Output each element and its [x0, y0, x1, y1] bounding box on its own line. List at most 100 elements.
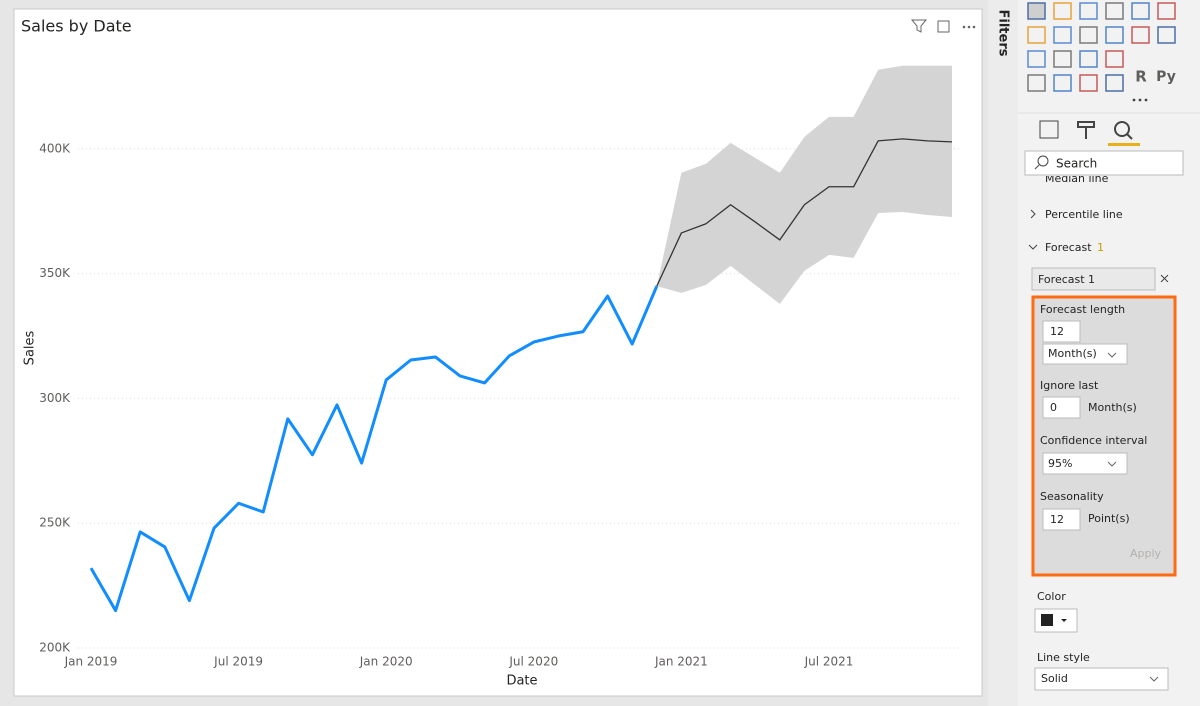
filter-icon[interactable]: [910, 19, 928, 33]
chevron[interactable]: [1028, 244, 1038, 250]
visual-icon[interactable]: [1027, 2, 1046, 20]
x-tick-label: Jan 2021: [654, 655, 708, 669]
dropdown-arrow[interactable]: [1107, 461, 1117, 467]
forecast-name-box[interactable]: [1031, 267, 1156, 291]
pane-tabs[interactable]: [1039, 120, 1140, 146]
color-arrow[interactable]: [1061, 619, 1067, 622]
visual-header[interactable]: [910, 19, 976, 33]
visual-icon[interactable]: [1105, 26, 1124, 44]
x-tick-label: Jul 2019: [213, 655, 263, 669]
dropdown-value[interactable]: Solid: [1041, 672, 1068, 685]
more-dot[interactable]: [972, 25, 976, 29]
analytics-handle[interactable]: [1126, 133, 1133, 140]
dropdown[interactable]: [1042, 452, 1128, 475]
input-value[interactable]: 12: [1050, 325, 1064, 338]
r-icon[interactable]: R: [1135, 68, 1147, 86]
focus-icon[interactable]: [937, 20, 950, 33]
input-value[interactable]: 0: [1050, 401, 1057, 414]
y-tick-label: 200K: [39, 641, 71, 655]
analytics-tab[interactable]: [1114, 121, 1130, 137]
visual-icon[interactable]: [1027, 50, 1046, 68]
y-tick-label: 300K: [39, 391, 71, 405]
x-tick-label: Jul 2020: [508, 655, 558, 669]
visual-icon[interactable]: [1053, 2, 1072, 20]
py-icon[interactable]: Py: [1156, 69, 1176, 85]
y-tick-label: 250K: [39, 516, 71, 530]
more-visuals[interactable]: [1132, 98, 1148, 102]
search-icon: [1034, 164, 1040, 170]
section-percentile[interactable]: Percentile line: [1045, 208, 1123, 221]
unit: Month(s): [1088, 401, 1137, 414]
unit: Point(s): [1088, 512, 1130, 525]
visual-icon[interactable]: [1053, 26, 1072, 44]
format-tab[interactable]: [1077, 121, 1095, 139]
fields-tab[interactable]: [1039, 120, 1059, 139]
section-median[interactable]: Median line: [1045, 172, 1109, 185]
dropdown[interactable]: [1034, 667, 1169, 691]
visual-icon[interactable]: [1105, 74, 1124, 92]
visual-icon[interactable]: [1131, 2, 1150, 20]
visual: [13, 8, 983, 697]
x-axis-label: Date: [506, 674, 537, 689]
visual-icon[interactable]: [1131, 26, 1150, 44]
chart-title: Sales by Date: [21, 17, 132, 36]
x-tick-label: Jan 2020: [359, 655, 413, 669]
search-box[interactable]: [1024, 150, 1184, 176]
visual-icon[interactable]: [1079, 26, 1098, 44]
visual-icon[interactable]: [1105, 2, 1124, 20]
dot[interactable]: [1144, 98, 1148, 102]
visual-icon[interactable]: [1053, 74, 1072, 92]
dot[interactable]: [1132, 98, 1136, 102]
visual-icon[interactable]: [1027, 74, 1046, 92]
remove-icon[interactable]: [1160, 274, 1169, 283]
dropdown-value[interactable]: 95%: [1048, 457, 1072, 470]
field-label: Forecast length: [1040, 303, 1125, 316]
color-swatch[interactable]: [1041, 614, 1053, 626]
field-label: Confidence interval: [1040, 434, 1147, 447]
filters-pane[interactable]: [988, 0, 1018, 706]
section-forecast[interactable]: Forecast: [1045, 241, 1092, 254]
visual-icons: [1027, 2, 1176, 92]
input[interactable]: [1042, 396, 1081, 419]
x-tick-label: Jul 2021: [804, 655, 854, 669]
dropdown-value[interactable]: Month(s): [1048, 347, 1097, 360]
y-tick-label: 350K: [39, 266, 71, 280]
chevron[interactable]: [1030, 209, 1036, 219]
visual-icon[interactable]: [1027, 26, 1046, 44]
filters-label[interactable]: Filters: [996, 10, 1011, 57]
field-label: Color: [1037, 590, 1066, 603]
dropdown-arrow[interactable]: [1107, 352, 1117, 358]
series-line: [89, 285, 659, 613]
forecast-count: 1: [1097, 241, 1104, 254]
visual-icon[interactable]: [1105, 50, 1124, 68]
y-axis-label: Sales: [23, 330, 38, 365]
search-placeholder[interactable]: Search: [1056, 157, 1097, 171]
input[interactable]: [1042, 320, 1081, 343]
forecast-name[interactable]: Forecast 1: [1038, 273, 1095, 286]
visual-icon[interactable]: [1053, 50, 1072, 68]
visual-icon[interactable]: [1157, 2, 1176, 20]
field-label: Ignore last: [1040, 379, 1099, 392]
dot[interactable]: [1138, 98, 1142, 102]
input[interactable]: [1042, 508, 1081, 531]
confidence-band: [656, 65, 952, 304]
visual-icon[interactable]: [1079, 74, 1098, 92]
field-label: Seasonality: [1040, 490, 1104, 503]
more-dot[interactable]: [967, 25, 971, 29]
apply-button[interactable]: Apply: [1130, 547, 1162, 560]
input-value[interactable]: 12: [1050, 513, 1064, 526]
search-icon: [1037, 155, 1049, 167]
plot: 200K 250K 300K 350K 400K Jan 2019 Jul 2019 Jan …: [39, 65, 962, 669]
more-dot[interactable]: [962, 25, 966, 29]
visual-icon[interactable]: [1157, 26, 1176, 44]
dropdown-arrow[interactable]: [1149, 676, 1159, 682]
dropdown[interactable]: [1042, 343, 1128, 365]
y-tick-label: 400K: [39, 141, 71, 155]
series-line: [656, 138, 953, 287]
field-label: Line style: [1037, 651, 1090, 664]
x-tick-label: Jan 2019: [64, 655, 118, 669]
visual-icon[interactable]: [1079, 2, 1098, 20]
active-tab-bar: [1108, 143, 1140, 146]
visual-icon[interactable]: [1079, 50, 1098, 68]
